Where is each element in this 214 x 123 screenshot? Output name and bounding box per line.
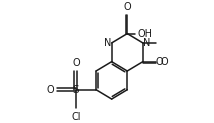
- Text: N: N: [104, 38, 112, 48]
- Text: O: O: [123, 2, 131, 12]
- Text: O: O: [160, 57, 168, 67]
- Text: S: S: [73, 85, 79, 95]
- Text: O: O: [155, 57, 163, 67]
- Text: O: O: [46, 85, 54, 95]
- Text: O: O: [72, 58, 80, 68]
- Text: N: N: [143, 38, 150, 48]
- Text: OH: OH: [137, 29, 152, 39]
- Text: Cl: Cl: [71, 112, 81, 122]
